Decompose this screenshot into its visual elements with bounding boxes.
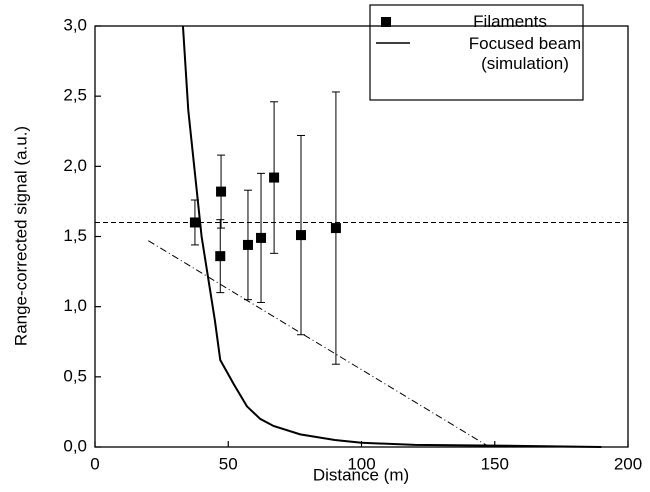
data-point (330, 223, 341, 234)
y-tick-label: 1,5 (63, 226, 87, 245)
x-tick-label: 0 (90, 454, 99, 473)
x-axis-label: Distance (m) (313, 465, 409, 484)
trend-line (148, 240, 490, 448)
data-point (216, 186, 227, 197)
data-point (256, 232, 267, 243)
y-tick-label: 1,0 (63, 296, 87, 315)
y-tick-label: 0,0 (63, 436, 87, 455)
y-tick-label: 2,0 (63, 156, 87, 175)
y-axis-label: Range-corrected signal (a.u.) (11, 126, 30, 346)
x-tick-label: 50 (219, 454, 238, 473)
simulation-line (181, 25, 602, 448)
legend-label: Focused beam (simulation) (468, 34, 582, 73)
data-point (189, 217, 200, 228)
x-tick-label: 200 (614, 454, 642, 473)
y-tick-label: 0,5 (63, 366, 87, 385)
y-tick-label: 3,0 (63, 15, 87, 34)
x-tick-label: 150 (481, 454, 509, 473)
x-tick-label: 100 (347, 454, 375, 473)
data-point (269, 172, 280, 183)
legend: Filaments Focused beam (simulation) (420, 12, 600, 76)
data-point (242, 239, 253, 250)
data-point (296, 230, 307, 241)
legend-box (369, 4, 584, 101)
legend-marker (381, 17, 391, 27)
data-point (215, 251, 226, 262)
legend-label: Filaments (473, 12, 547, 31)
y-tick-label: 2,5 (63, 86, 87, 105)
